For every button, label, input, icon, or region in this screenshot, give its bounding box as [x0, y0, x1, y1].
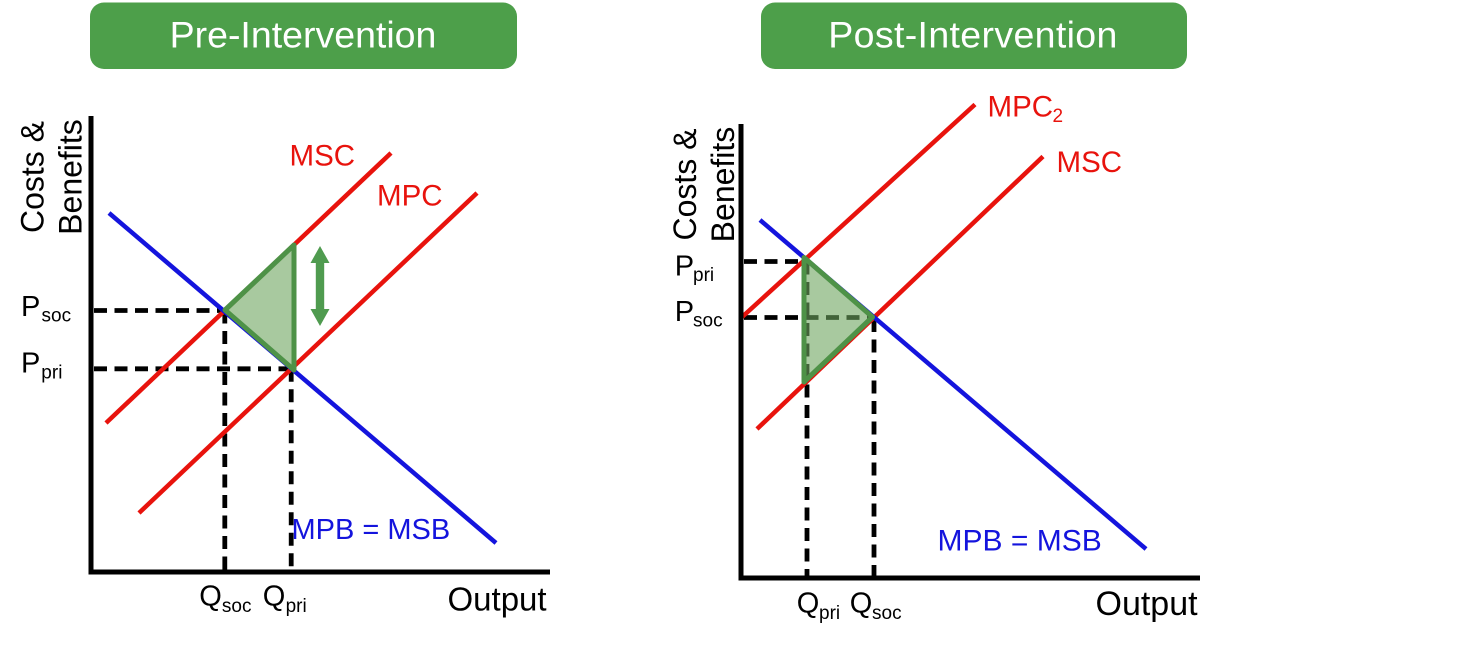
- svg-text:Benefits: Benefits: [705, 127, 741, 243]
- svg-text:Output: Output: [448, 581, 547, 618]
- svg-text:pri: pri: [286, 596, 307, 617]
- svg-text:MPB = MSB: MPB = MSB: [938, 525, 1102, 558]
- svg-text:MPB = MSB: MPB = MSB: [292, 514, 451, 546]
- svg-text:MSC: MSC: [1057, 146, 1123, 179]
- svg-text:pri: pri: [693, 265, 714, 286]
- svg-text:Costs &: Costs &: [15, 121, 51, 233]
- svg-text:Benefits: Benefits: [53, 119, 89, 235]
- svg-text:MPC: MPC: [988, 91, 1054, 124]
- svg-text:soc: soc: [42, 306, 72, 327]
- svg-text:Output: Output: [1096, 585, 1199, 623]
- svg-text:2: 2: [1053, 106, 1064, 127]
- svg-text:Q: Q: [797, 587, 820, 619]
- svg-text:Q: Q: [263, 580, 286, 612]
- svg-text:MSC: MSC: [290, 140, 356, 173]
- svg-text:Costs &: Costs &: [667, 128, 703, 240]
- svg-text:P: P: [675, 251, 694, 283]
- svg-text:P: P: [21, 291, 40, 323]
- svg-text:soc: soc: [222, 596, 252, 617]
- svg-text:P: P: [675, 296, 694, 328]
- svg-text:Post-Intervention: Post-Intervention: [828, 14, 1117, 56]
- svg-text:P: P: [21, 348, 40, 380]
- svg-text:Q: Q: [199, 580, 222, 612]
- svg-text:pri: pri: [819, 603, 840, 624]
- svg-text:Q: Q: [850, 587, 873, 619]
- svg-text:Pre-Intervention: Pre-Intervention: [170, 14, 437, 56]
- svg-text:soc: soc: [693, 311, 723, 332]
- svg-text:MPC: MPC: [377, 180, 443, 213]
- svg-text:soc: soc: [872, 603, 902, 624]
- svg-text:pri: pri: [41, 363, 62, 384]
